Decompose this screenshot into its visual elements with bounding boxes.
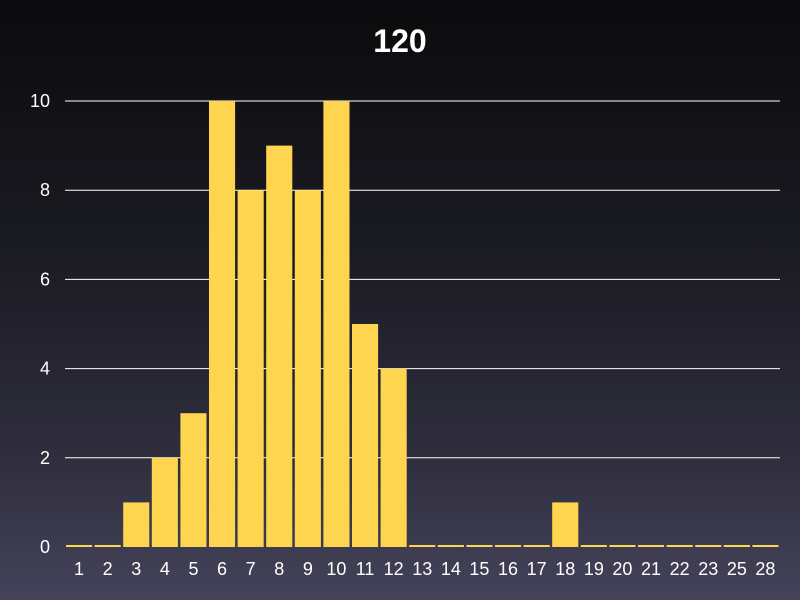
bar-13 bbox=[409, 545, 436, 547]
x-tick-label: 19 bbox=[584, 559, 604, 579]
bar-18 bbox=[552, 502, 579, 547]
y-tick-label: 8 bbox=[40, 180, 50, 200]
x-tick-label: 17 bbox=[527, 559, 547, 579]
x-tick-label: 20 bbox=[612, 559, 632, 579]
bar-1 bbox=[66, 545, 93, 547]
bar-19 bbox=[580, 545, 607, 547]
x-tick-label: 21 bbox=[641, 559, 661, 579]
x-tick-label: 12 bbox=[384, 559, 404, 579]
x-tick-label: 7 bbox=[246, 559, 256, 579]
bar-22 bbox=[666, 545, 693, 547]
bar-17 bbox=[523, 545, 550, 547]
x-tick-label: 11 bbox=[356, 559, 375, 579]
bar-20 bbox=[609, 545, 636, 547]
bar-3 bbox=[123, 502, 150, 547]
y-tick-label: 2 bbox=[40, 448, 50, 468]
bars bbox=[66, 101, 779, 547]
bar-21 bbox=[638, 545, 665, 547]
y-tick-label: 4 bbox=[40, 359, 50, 379]
bar-14 bbox=[437, 545, 464, 547]
bar-6 bbox=[209, 101, 236, 547]
bar-15 bbox=[466, 545, 493, 547]
x-tick-label: 8 bbox=[274, 559, 284, 579]
x-tick-label: 1 bbox=[74, 559, 84, 579]
x-tick-label: 15 bbox=[469, 559, 489, 579]
bar-10 bbox=[323, 101, 350, 547]
x-tick-label: 9 bbox=[303, 559, 313, 579]
x-tick-label: 10 bbox=[326, 559, 346, 579]
bar-16 bbox=[495, 545, 522, 547]
x-tick-label: 14 bbox=[441, 559, 461, 579]
bar-7 bbox=[237, 190, 264, 547]
y-tick-label: 10 bbox=[30, 91, 50, 111]
x-tick-label: 13 bbox=[412, 559, 432, 579]
bar-5 bbox=[180, 413, 207, 547]
x-tick-label: 28 bbox=[755, 559, 775, 579]
bar-9 bbox=[294, 190, 321, 547]
x-tick-label: 2 bbox=[103, 559, 113, 579]
chart-title: 120 bbox=[373, 23, 426, 59]
bar-25 bbox=[723, 545, 750, 547]
y-tick-label: 0 bbox=[40, 537, 50, 557]
bar-4 bbox=[151, 457, 178, 547]
x-tick-label: 22 bbox=[670, 559, 690, 579]
y-axis-ticks: 0 2 4 6 8 10 bbox=[30, 91, 50, 557]
x-tick-label: 4 bbox=[160, 559, 170, 579]
bar-12 bbox=[380, 368, 407, 547]
x-tick-label: 3 bbox=[131, 559, 141, 579]
x-tick-label: 16 bbox=[498, 559, 518, 579]
x-tick-label: 23 bbox=[698, 559, 718, 579]
x-tick-label: 18 bbox=[555, 559, 575, 579]
bar-23 bbox=[695, 545, 722, 547]
y-tick-label: 6 bbox=[40, 269, 50, 289]
x-tick-label: 5 bbox=[188, 559, 198, 579]
x-tick-label: 25 bbox=[727, 559, 747, 579]
bar-2 bbox=[94, 545, 121, 547]
gridlines bbox=[65, 100, 780, 459]
bar-8 bbox=[266, 145, 293, 547]
x-tick-label: 6 bbox=[217, 559, 227, 579]
bar-28 bbox=[752, 545, 779, 547]
bar-11 bbox=[352, 324, 379, 547]
x-axis-ticks: 1 2 3 4 5 6 7 8 9 10 11 12 13 14 15 16 17 18 19 20 21 22 23 25 2… bbox=[74, 559, 775, 579]
